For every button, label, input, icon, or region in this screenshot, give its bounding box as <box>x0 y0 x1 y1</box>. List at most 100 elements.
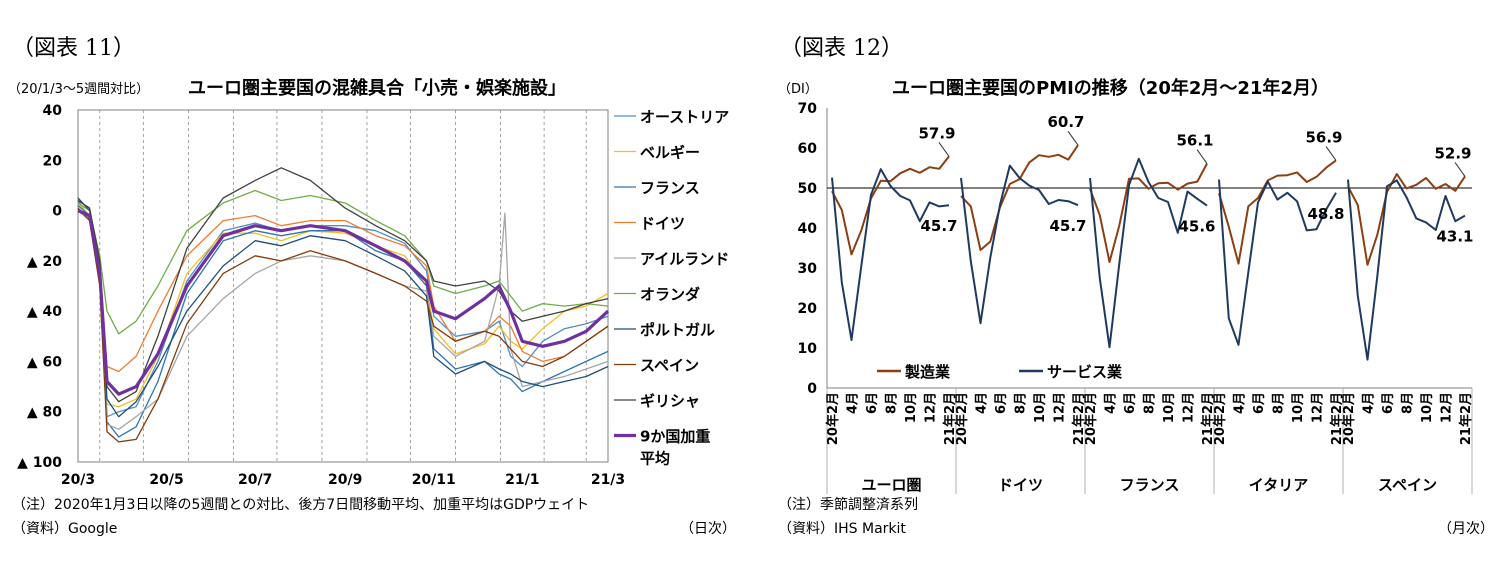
chart2-series-line-0-manufacturing <box>831 155 950 256</box>
chart1-legend-label-7: スペイン <box>640 357 699 375</box>
chart2-x-tick-label-3-4: 10月 <box>1291 392 1306 423</box>
chart2-data-label-8: 52.9 <box>1434 144 1471 162</box>
chart2-series-line-1-services <box>960 164 1079 325</box>
chart2-data-label-leader-2 <box>1067 130 1079 146</box>
chart2-x-tick-label-4-4: 10月 <box>1420 392 1435 423</box>
chart1-y-tick-label-3: ▲ 20 <box>27 254 62 270</box>
chart1-x-unit: （日次） <box>680 521 736 537</box>
chart2-x-tick-label-2-6: 21年2月 <box>1200 392 1216 445</box>
chart2-y-tick-label-6: 60 <box>798 141 818 157</box>
chart2-unit-label: （DI） <box>778 82 818 97</box>
chart2-x-tick-label-0-0: 20年2月 <box>825 392 841 445</box>
chart2-y-tick-label-2: 20 <box>798 301 818 317</box>
chart2-x-tick-label-2-2: 6月 <box>1123 392 1138 414</box>
chart2-x-tick-label-2-1: 4月 <box>1104 392 1119 414</box>
chart2-source: （資料）IHS Markit <box>778 521 906 537</box>
chart1-series-line-2 <box>77 205 609 438</box>
chart2-data-label-5: 45.6 <box>1178 218 1215 236</box>
chart2-series-line-0-services <box>831 168 950 341</box>
chart2-series-line-2-manufacturing <box>1089 163 1208 263</box>
chart2-legend-label-1: サービス業 <box>1047 363 1123 381</box>
chart1-x-tick-label-3: 20/9 <box>328 472 362 488</box>
chart1-legend-label-8: ギリシャ <box>640 392 700 410</box>
chart2-x-tick-label-4-6: 21年2月 <box>1458 392 1474 445</box>
chart1-x-tick-label-2: 20/7 <box>238 472 272 488</box>
chart2-x-unit: （月次） <box>1438 521 1494 537</box>
chart1-y-tick-label-1: 20 <box>43 153 63 169</box>
chart1-legend-label-9-0: 9か国加重 <box>640 428 710 446</box>
chart2-group-label-0: ユーロ圏 <box>861 476 921 494</box>
chart2-series-line-4-services <box>1347 179 1466 361</box>
chart1-x-tick-label-0: 20/3 <box>61 472 95 488</box>
chart1-y-tick-label-7: ▲ 100 <box>17 455 62 471</box>
chart2-x-tick-label-1-1: 4月 <box>975 392 990 414</box>
chart2-x-tick-label-2-3: 8月 <box>1143 392 1158 414</box>
chart1-series-line-1 <box>77 202 609 408</box>
chart2-group-label-3: イタリア <box>1249 476 1308 494</box>
chart2-x-tick-label-4-0: 20年2月 <box>1341 392 1357 445</box>
chart2-data-label-1: 45.7 <box>920 217 957 235</box>
chart2-x-tick-label-2-5: 12月 <box>1182 392 1197 423</box>
chart2-x-tick-label-1-4: 10月 <box>1033 392 1048 423</box>
chart2-x-tick-label-4-1: 4月 <box>1362 392 1377 414</box>
chart1-figure-label: （図表 11） <box>12 36 135 61</box>
chart2-x-tick-label-1-5: 12月 <box>1053 392 1068 423</box>
chart2-x-tick-label-4-5: 12月 <box>1440 392 1455 423</box>
chart1-legend-label-3: ドイツ <box>640 215 685 233</box>
chart2-series-line-3-manufacturing <box>1218 159 1337 265</box>
chart2-x-tick-label-1-2: 6月 <box>994 392 1009 414</box>
chart2-data-label-0: 57.9 <box>918 124 955 142</box>
chart1-series-line-3 <box>77 207 609 373</box>
chart1-series-line-9 <box>77 209 610 396</box>
chart2-y-tick-label-7: 70 <box>798 101 818 117</box>
chart2-x-tick-label-0-5: 12月 <box>924 392 939 423</box>
chart1-y-tick-label-4: ▲ 40 <box>27 304 62 320</box>
chart2-x-tick-label-1-6: 21年2月 <box>1071 392 1087 445</box>
chart2-x-tick-label-4-3: 8月 <box>1401 392 1416 414</box>
chart1-x-tick-label-4: 20/11 <box>412 472 456 488</box>
chart2-data-label-3: 45.7 <box>1049 217 1086 235</box>
chart2-data-label-9: 43.1 <box>1436 228 1473 246</box>
chart1-title: ユーロ圏主要国の混雑具合「小売・娯楽施設」 <box>188 78 566 99</box>
chart2-group-label-4: スペイン <box>1378 476 1437 494</box>
chart1-series-line-6 <box>77 197 609 418</box>
chart2-group-label-2: フランス <box>1120 476 1180 494</box>
chart2-x-tick-label-4-2: 6月 <box>1381 392 1396 414</box>
chart2-y-tick-label-0: 0 <box>807 381 817 397</box>
chart2-note: （注）季節調整済系列 <box>778 497 918 513</box>
chart2-x-tick-label-3-5: 12月 <box>1311 392 1326 423</box>
chart2-y-tick-label-1: 10 <box>798 341 818 357</box>
chart1-series-line-7 <box>77 207 609 443</box>
chart1-legend-label-4: アイルランド <box>640 250 729 268</box>
chart1-x-tick-label-5: 21/1 <box>505 472 539 488</box>
chart2-x-tick-label-3-0: 20年2月 <box>1212 392 1228 445</box>
chart2-series-line-2-services <box>1089 157 1208 349</box>
chart2-series-line-3-services <box>1218 179 1337 346</box>
chart1-y-tick-label-2: 0 <box>52 204 62 220</box>
chart2-x-tick-label-2-0: 20年2月 <box>1083 392 1099 445</box>
chart1-series-line-5 <box>77 189 609 335</box>
chart1-y-tick-label-5: ▲ 60 <box>27 354 62 370</box>
chart2-x-tick-label-1-3: 8月 <box>1014 392 1029 414</box>
chart2-y-tick-label-4: 40 <box>798 221 818 237</box>
chart1-x-tick-label-6: 21/3 <box>591 472 625 488</box>
chart2-title: ユーロ圏主要国のPMIの推移（20年2月～21年2月） <box>892 78 1329 99</box>
chart2-data-label-6: 56.9 <box>1305 128 1342 146</box>
chart1-unit-label: （20/1/3～5週間対比） <box>8 82 150 97</box>
chart1-y-tick-label-0: 40 <box>43 103 63 119</box>
chart1-legend-label-5: オランダ <box>640 286 700 304</box>
chart2-data-label-leader-4 <box>1196 149 1208 164</box>
chart2-x-tick-label-2-4: 10月 <box>1162 392 1177 423</box>
chart2-x-tick-label-0-4: 10月 <box>904 392 919 423</box>
chart2-y-tick-label-5: 50 <box>798 181 818 197</box>
chart1-x-tick-label-1: 20/5 <box>149 472 183 488</box>
chart1-source: （資料）Google <box>12 521 118 537</box>
chart2-x-tick-label-1-0: 20年2月 <box>954 392 970 445</box>
chart2-y-tick-label-3: 30 <box>798 261 818 277</box>
chart1-plot-frame <box>77 109 609 463</box>
chart2-data-label-leader-6 <box>1325 146 1337 161</box>
chart2-data-label-leader-8 <box>1454 162 1466 177</box>
chart2-x-tick-label-0-1: 4月 <box>846 392 861 414</box>
